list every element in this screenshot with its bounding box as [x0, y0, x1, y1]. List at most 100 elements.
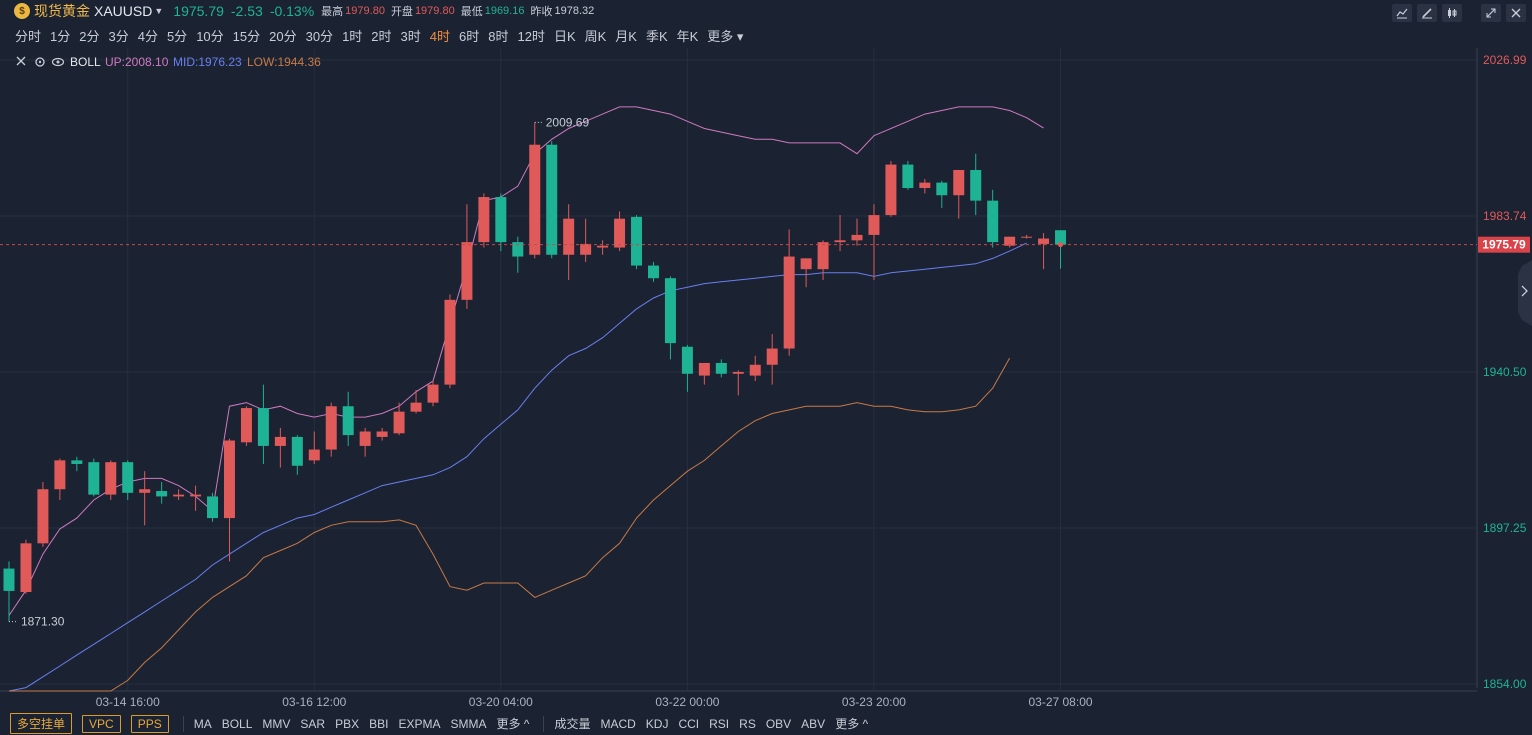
candle-body[interactable] — [122, 462, 134, 493]
candle-body[interactable] — [851, 234, 863, 241]
period-tab[interactable]: 2分 — [79, 28, 100, 44]
main-indicator-tab[interactable]: MMV — [262, 716, 291, 731]
candle-body[interactable] — [105, 462, 117, 495]
candle-body[interactable] — [139, 489, 151, 493]
main-indicator-tab[interactable]: PBX — [335, 716, 360, 731]
candle-body[interactable] — [936, 182, 948, 196]
close-icon[interactable] — [1506, 4, 1526, 22]
candle-body[interactable] — [478, 197, 490, 243]
candle-body[interactable] — [88, 462, 100, 495]
candle-body[interactable] — [20, 543, 32, 593]
candle-body[interactable] — [732, 371, 744, 374]
candle-body[interactable] — [681, 346, 693, 374]
candle-body[interactable] — [919, 182, 931, 189]
candle-body[interactable] — [597, 245, 609, 248]
close-indicator-icon[interactable] — [16, 56, 26, 66]
candle-body[interactable] — [156, 491, 168, 497]
main-indicator-tab[interactable]: MA — [193, 716, 212, 731]
candle-body[interactable] — [698, 362, 710, 376]
symbol-name[interactable]: 现货黄金 — [34, 3, 90, 19]
candle-body[interactable] — [970, 169, 982, 201]
period-tab[interactable]: 4分 — [137, 28, 158, 44]
period-tab[interactable]: 更多 ▾ — [707, 28, 744, 44]
sub-indicator-tab[interactable]: KDJ — [645, 716, 669, 731]
period-tab[interactable]: 1时 — [342, 28, 363, 44]
candle-body[interactable] — [325, 406, 337, 450]
candle-body[interactable] — [240, 408, 252, 443]
period-tab[interactable]: 季K — [645, 28, 668, 44]
period-tab[interactable]: 月K — [615, 28, 637, 44]
candle-body[interactable] — [529, 144, 541, 255]
candle-body[interactable] — [868, 215, 880, 235]
candle-body[interactable] — [817, 242, 829, 270]
period-tab[interactable]: 15分 — [232, 28, 261, 44]
period-tab[interactable]: 3分 — [108, 28, 129, 44]
candle-body[interactable] — [223, 440, 235, 519]
candle-body[interactable] — [1038, 238, 1050, 244]
candle-body[interactable] — [614, 218, 626, 248]
main-indicator-tab[interactable]: 更多 ^ — [496, 717, 530, 731]
settings-gear-icon[interactable] — [35, 57, 45, 67]
candle-body[interactable] — [512, 242, 524, 257]
candle-body[interactable] — [308, 449, 320, 461]
candle-body[interactable] — [393, 411, 405, 434]
period-tab[interactable]: 6时 — [459, 28, 480, 44]
candle-body[interactable] — [3, 568, 15, 591]
period-tab[interactable]: 日K — [553, 28, 576, 44]
period-tab[interactable]: 周K — [584, 28, 607, 44]
main-indicator-tab[interactable]: BOLL — [221, 716, 253, 731]
candle-body[interactable] — [1055, 230, 1067, 245]
candle-body[interactable] — [444, 299, 456, 385]
main-indicator-tab[interactable]: EXPMA — [398, 716, 441, 731]
candle-body[interactable] — [563, 218, 575, 255]
candle-body[interactable] — [647, 265, 659, 279]
candlestick-icon[interactable] — [1442, 4, 1462, 22]
sub-indicator-tab[interactable]: RS — [739, 716, 756, 731]
candle-body[interactable] — [766, 348, 778, 365]
period-tab[interactable]: 12时 — [517, 28, 545, 44]
candle-body[interactable] — [342, 406, 354, 436]
period-tab[interactable]: 5分 — [166, 28, 188, 44]
candle-body[interactable] — [495, 197, 507, 243]
candle-body[interactable] — [54, 460, 66, 490]
candle-body[interactable] — [274, 436, 286, 446]
candlestick-chart[interactable]: 2026.99 1983.74 1940.50 1897.25 1854.00 03-14… — [0, 48, 1532, 712]
candle-body[interactable] — [783, 256, 795, 349]
period-tab[interactable]: 3时 — [400, 28, 421, 44]
candle-body[interactable] — [546, 144, 558, 255]
candle-body[interactable] — [359, 431, 371, 446]
candle-body[interactable] — [190, 494, 202, 497]
sub-indicator-tab[interactable]: RSI — [709, 716, 730, 731]
candle-body[interactable] — [376, 431, 388, 437]
period-tab[interactable]: 1分 — [50, 28, 71, 44]
main-indicator-tab[interactable]: SAR — [300, 716, 326, 731]
candle-body[interactable] — [664, 278, 676, 344]
overlay-toggle-button[interactable]: PPS — [130, 714, 169, 733]
sub-indicator-tab[interactable]: CCI — [678, 716, 700, 731]
candle-body[interactable] — [291, 436, 303, 466]
overlay-toggle-button[interactable]: VPC — [82, 714, 121, 733]
sub-indicator-tab[interactable]: 成交量 — [554, 717, 591, 731]
candle-body[interactable] — [631, 216, 643, 266]
sub-indicator-tab[interactable]: MACD — [600, 716, 636, 731]
candle-body[interactable] — [410, 402, 422, 412]
candle-body[interactable] — [580, 243, 592, 255]
candle-body[interactable] — [37, 489, 49, 544]
candle-body[interactable] — [257, 408, 269, 446]
candle-body[interactable] — [749, 364, 761, 376]
period-tab[interactable]: 8时 — [488, 28, 509, 44]
draw-pencil-icon[interactable] — [1417, 4, 1437, 22]
chevron-right-icon[interactable] — [1521, 285, 1528, 297]
candle-body[interactable] — [715, 362, 727, 374]
candle-body[interactable] — [834, 240, 846, 243]
candle-body[interactable] — [1004, 236, 1016, 246]
period-tab[interactable]: 年K — [676, 28, 699, 44]
period-tab[interactable]: 20分 — [269, 28, 297, 44]
period-tab[interactable]: 2时 — [371, 28, 392, 44]
candle-body[interactable] — [173, 494, 185, 497]
period-tab[interactable]: 10分 — [196, 28, 224, 44]
period-tab[interactable]: 30分 — [305, 28, 334, 44]
line-chart-icon[interactable] — [1392, 4, 1412, 22]
candle-body[interactable] — [902, 164, 914, 189]
period-tab[interactable]: 4时 — [429, 28, 450, 44]
